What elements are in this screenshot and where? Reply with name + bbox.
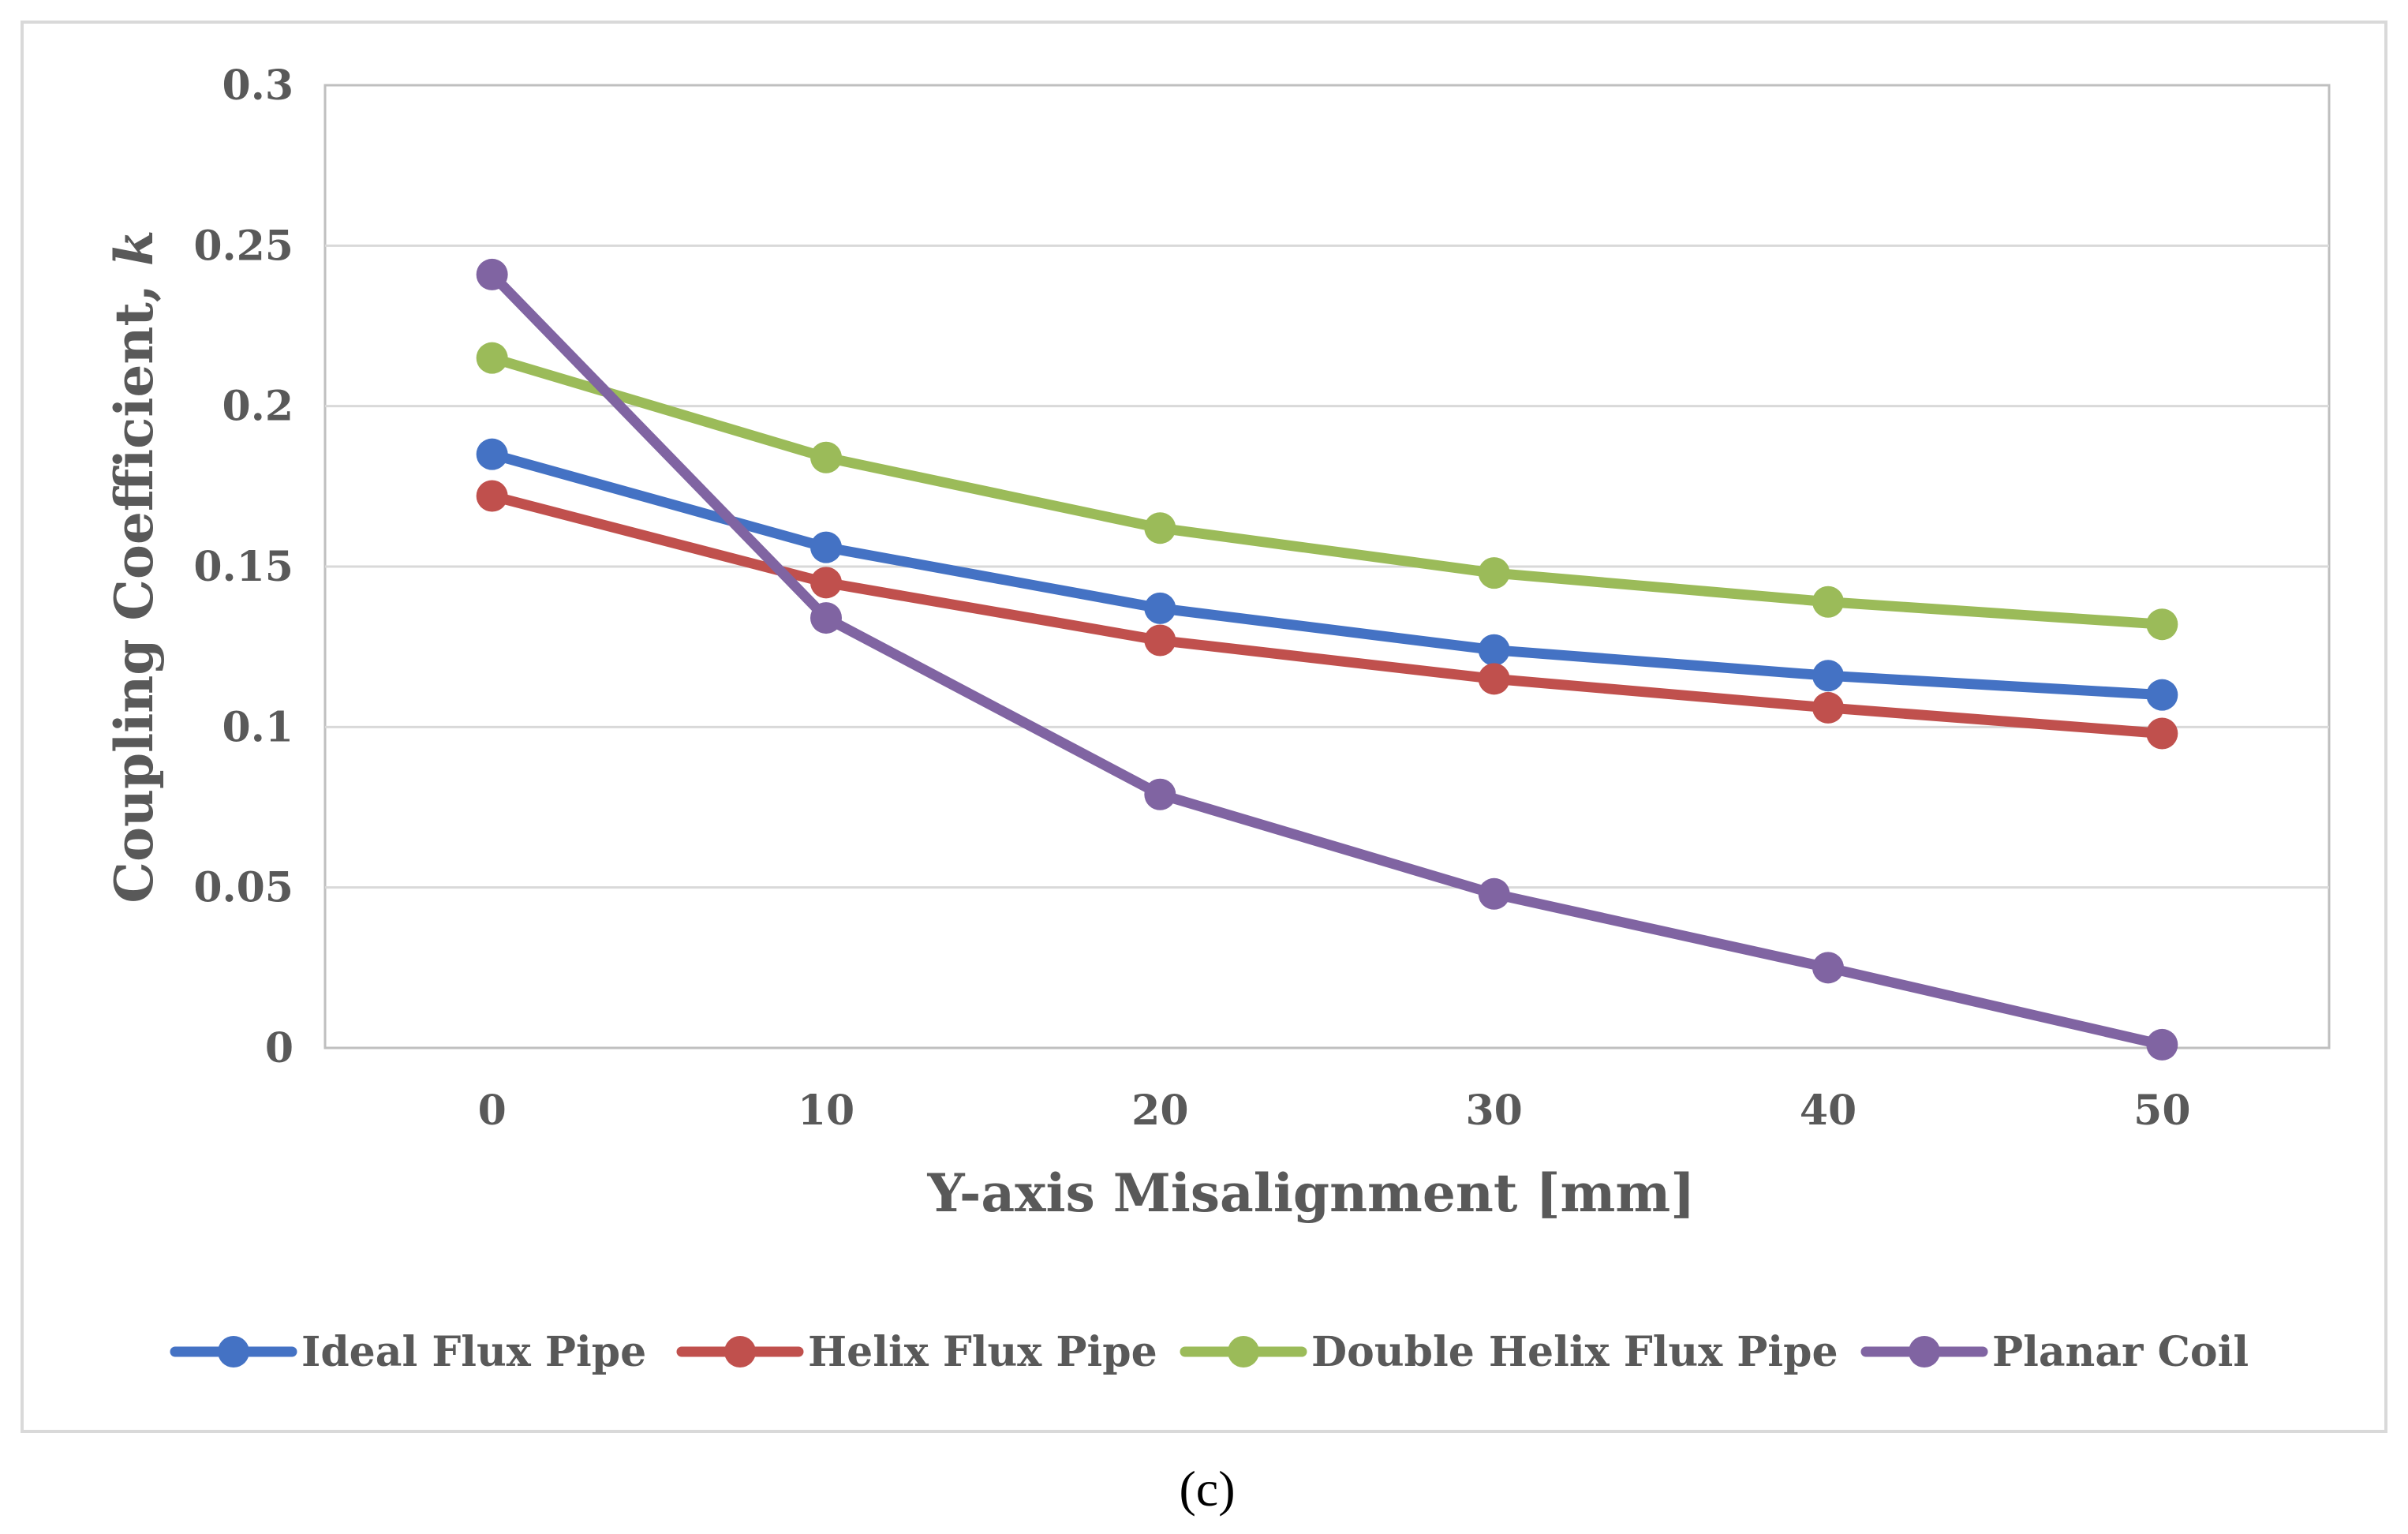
data-point-double-helix-flux-pipe <box>1144 512 1176 544</box>
data-point-double-helix-flux-pipe <box>476 342 508 374</box>
legend: Ideal Flux Pipe Helix Flux Pipe Double Hel… <box>170 1328 2249 1376</box>
series-line-planar-coil <box>487 269 2167 1050</box>
data-point-helix-flux-pipe <box>1812 691 1844 724</box>
y-axis-title: Coupling Coefficient, k <box>103 230 165 903</box>
data-point-ideal-flux-pipe <box>1812 660 1844 692</box>
y-axis-title-main: Coupling Coefficient, <box>103 266 165 903</box>
data-point-helix-flux-pipe <box>1144 624 1176 657</box>
data-point-double-helix-flux-pipe <box>1478 557 1510 589</box>
data-point-ideal-flux-pipe <box>2146 679 2178 711</box>
x-tick-label: 40 <box>1800 1087 1856 1135</box>
y-tick-label: 0.1 <box>222 703 294 751</box>
data-point-double-helix-flux-pipe <box>810 441 842 473</box>
data-point-ideal-flux-pipe <box>810 531 842 563</box>
series-line-ideal-flux-pipe <box>487 449 2167 701</box>
x-tick-label: 30 <box>1465 1087 1522 1135</box>
legend-label-ideal-flux-pipe: Ideal Flux Pipe <box>301 1328 646 1376</box>
x-tick-label: 0 <box>478 1087 507 1135</box>
data-point-helix-flux-pipe <box>476 480 508 512</box>
legend-marker-helix-flux-pipe <box>724 1336 756 1368</box>
series-line-helix-flux-pipe <box>487 491 2167 739</box>
y-tick-label: 0.25 <box>193 222 294 270</box>
y-tick-label: 0.15 <box>193 543 294 591</box>
y-tick-label: 0.3 <box>222 62 294 110</box>
legend-marker-double-helix-flux-pipe <box>1228 1336 1259 1368</box>
x-axis-title: Y-axis Misalignment [mm] <box>927 1162 1696 1224</box>
data-point-planar-coil <box>476 258 508 290</box>
legend-marker-ideal-flux-pipe <box>218 1336 249 1368</box>
y-tick-label: 0.05 <box>193 864 294 912</box>
data-point-planar-coil <box>1478 877 1510 910</box>
legend-label-helix-flux-pipe: Helix Flux Pipe <box>808 1328 1157 1376</box>
data-point-planar-coil <box>2146 1028 2178 1061</box>
x-tick-label: 10 <box>798 1087 854 1135</box>
data-point-helix-flux-pipe <box>1478 663 1510 695</box>
x-tick-label: 20 <box>1131 1087 1188 1135</box>
y-tick-labels: 0 0.05 0.1 0.15 0.2 0.25 0.3 <box>193 62 294 1072</box>
data-point-ideal-flux-pipe <box>1478 634 1510 666</box>
data-point-ideal-flux-pipe <box>476 438 508 470</box>
legend-label-planar-coil: Planar Coil <box>1992 1328 2249 1376</box>
figure-caption: (c) <box>1179 1461 1235 1517</box>
data-point-planar-coil <box>1812 952 1844 984</box>
y-axis-title-var: k <box>103 230 165 266</box>
series-line-double-helix-flux-pipe <box>487 353 2167 630</box>
y-tick-label: 0.2 <box>222 383 294 431</box>
x-tick-labels: 0 10 20 30 40 50 <box>478 1087 2191 1135</box>
data-point-helix-flux-pipe <box>810 567 842 599</box>
data-point-double-helix-flux-pipe <box>2146 608 2178 641</box>
y-tick-label: 0 <box>265 1024 294 1072</box>
data-point-ideal-flux-pipe <box>1144 592 1176 624</box>
data-point-double-helix-flux-pipe <box>1812 586 1844 618</box>
x-tick-label: 50 <box>2133 1087 2190 1135</box>
legend-label-double-helix-flux-pipe: Double Helix Flux Pipe <box>1311 1328 1838 1376</box>
legend-marker-planar-coil <box>1909 1336 1940 1368</box>
data-point-planar-coil <box>810 602 842 634</box>
series-group <box>476 258 2178 1061</box>
data-point-planar-coil <box>1144 778 1176 810</box>
data-point-helix-flux-pipe <box>2146 717 2178 750</box>
